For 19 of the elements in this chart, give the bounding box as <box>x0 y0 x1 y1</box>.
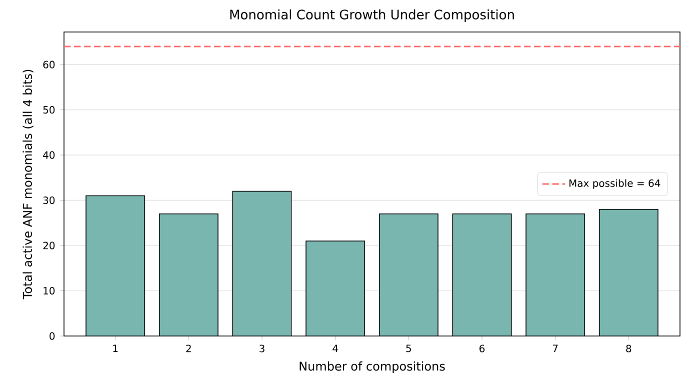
y-tick-label: 60 <box>43 60 55 68</box>
x-tick-label: 7 <box>552 344 558 352</box>
x-tick-label: 1 <box>113 344 118 352</box>
x-tick-label: 6 <box>480 344 485 352</box>
chart-title: Monomial Count Growth Under Composition <box>230 9 514 22</box>
x-tick-label: 3 <box>260 344 264 352</box>
y-tick-label: 20 <box>43 242 55 250</box>
y-axis-title: Total active ANF monomials (all 4 bits) <box>22 70 34 300</box>
y-tick-label: 10 <box>44 286 55 295</box>
x-tick-label: 2 <box>186 344 191 352</box>
y-tick-label: 30 <box>43 196 55 204</box>
y-tick-label: 0 <box>50 332 55 340</box>
y-tick-label: 40 <box>43 151 55 159</box>
legend-label: Max possible = 64 <box>569 179 660 189</box>
y-tick-label: 50 <box>43 106 55 114</box>
x-tick-label: 5 <box>406 344 411 352</box>
x-tick-label: 8 <box>626 344 632 352</box>
x-tick-label: 4 <box>332 344 338 352</box>
x-axis-title: Number of compositions <box>300 361 445 374</box>
